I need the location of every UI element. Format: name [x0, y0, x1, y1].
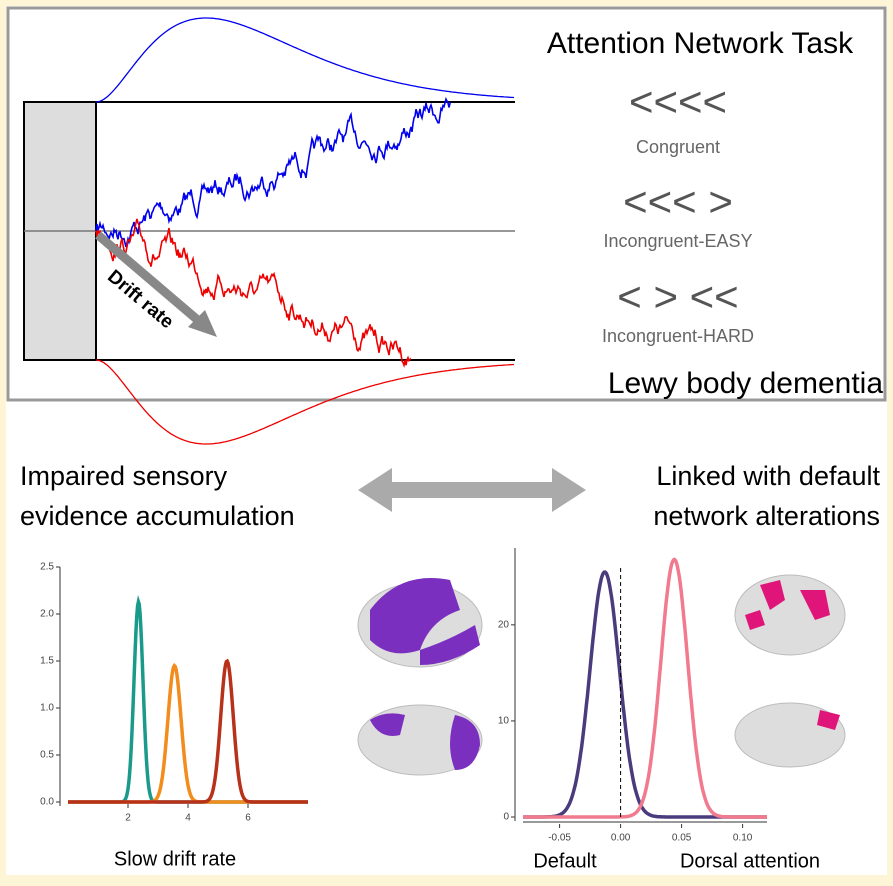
condition: Incongruent-HARD: [602, 326, 754, 346]
title: Attention Network Task: [547, 27, 854, 60]
condition: Congruent: [636, 137, 720, 157]
y-tick-label: 10: [498, 716, 510, 727]
x-tick-label: 0.05: [672, 833, 692, 844]
symbols: <<< >: [623, 178, 733, 225]
symbols: <<<<: [629, 78, 727, 125]
subtitle: Lewy body dementia: [608, 367, 883, 400]
heading: evidence accumulation: [20, 501, 295, 531]
x-tick-label: 0.00: [611, 833, 631, 844]
x-axis-label: Default: [533, 850, 597, 872]
condition: Incongruent-EASY: [603, 231, 752, 251]
y-tick-label: 0.5: [40, 750, 54, 761]
x-tick-label: 6: [245, 813, 251, 824]
y-tick-label: 1.0: [40, 703, 54, 714]
y-tick-label: 1.5: [40, 656, 54, 667]
x-axis-label: Slow drift rate: [114, 848, 236, 870]
graphical-abstract: Drift rate Attention Network Task <<<< C…: [0, 0, 893, 881]
heading: Linked with default: [656, 461, 880, 491]
heading: network alterations: [653, 501, 880, 531]
heading: Impaired sensory: [20, 461, 228, 491]
y-tick-label: 0: [503, 812, 509, 823]
x-tick-label: 0.10: [733, 833, 753, 844]
y-tick-label: 2.5: [40, 562, 54, 573]
symbols: < > <<: [617, 273, 738, 320]
y-tick-label: 2.0: [40, 609, 54, 620]
x-tick-label: 2: [125, 813, 131, 824]
x-tick-label: -0.05: [548, 833, 571, 844]
y-tick-label: 20: [498, 619, 510, 630]
x-axis-label: Dorsal attention: [680, 850, 820, 872]
y-tick-label: 0.0: [40, 797, 54, 808]
x-tick-label: 4: [185, 813, 191, 824]
